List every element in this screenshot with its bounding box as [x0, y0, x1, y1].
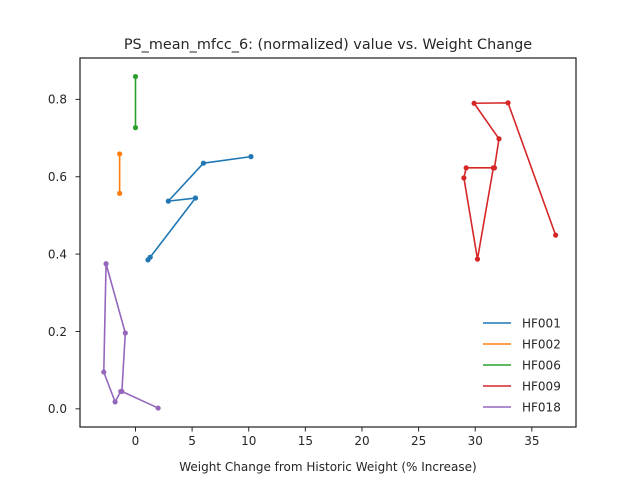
data-point — [505, 100, 511, 106]
plot-area — [80, 58, 576, 427]
data-point — [103, 261, 109, 267]
series-hf009 — [461, 100, 559, 262]
series-hf006 — [132, 73, 139, 131]
legend-item-hf009: HF009 — [483, 379, 561, 393]
legend-label: HF009 — [522, 379, 561, 393]
x-tick-label: 25 — [411, 434, 426, 448]
legend-item-hf006: HF006 — [483, 358, 561, 372]
x-tick-label: 0 — [132, 434, 140, 448]
data-point — [463, 165, 469, 171]
series-hf001 — [145, 154, 254, 263]
data-point — [200, 160, 207, 166]
legend-label: HF006 — [522, 358, 561, 372]
x-tick-label: 20 — [354, 434, 369, 448]
data-point — [471, 100, 477, 106]
y-tick-label: 0.6 — [48, 170, 67, 184]
y-tick-label: 0.2 — [48, 325, 67, 339]
legend: HF001 HF002 HF006 HF009 HF018 — [483, 316, 561, 414]
y-axis: 0.0 0.2 0.4 0.6 0.8 — [48, 93, 80, 416]
legend-label: HF002 — [522, 337, 561, 351]
data-point — [118, 388, 124, 395]
legend-label: HF001 — [522, 316, 561, 330]
series-hf002 — [117, 151, 123, 196]
data-point — [117, 190, 123, 196]
data-point — [117, 151, 123, 157]
data-point — [248, 154, 254, 160]
x-tick-label: 30 — [468, 434, 483, 448]
legend-item-hf001: HF001 — [483, 316, 561, 330]
x-tick-label: 10 — [241, 434, 256, 448]
y-tick-label: 0.8 — [48, 93, 67, 107]
data-point — [132, 125, 139, 131]
x-axis: 0 5 10 15 20 25 30 35 — [132, 427, 539, 448]
data-point — [101, 369, 107, 375]
y-tick-label: 0.0 — [48, 402, 67, 416]
data-point — [496, 136, 502, 142]
data-point — [165, 198, 171, 204]
data-point — [112, 399, 118, 405]
x-tick-label: 15 — [298, 434, 313, 448]
series-layer — [101, 73, 559, 411]
data-point — [147, 254, 153, 260]
data-point — [553, 232, 559, 238]
x-tick-label: 5 — [188, 434, 196, 448]
data-point — [461, 175, 467, 181]
data-point — [122, 330, 128, 336]
data-point — [192, 195, 199, 201]
x-axis-label: Weight Change from Historic Weight (% In… — [179, 460, 476, 474]
legend-item-hf002: HF002 — [483, 337, 561, 351]
data-point — [155, 405, 161, 411]
y-tick-label: 0.4 — [48, 247, 67, 261]
x-tick-label: 35 — [524, 434, 539, 448]
data-point — [490, 165, 496, 171]
data-point — [132, 73, 139, 80]
legend-item-hf018: HF018 — [483, 400, 561, 414]
legend-label: HF018 — [522, 400, 561, 414]
series-hf018 — [101, 261, 161, 411]
plot-frame — [79, 57, 577, 428]
chart-title: PS_mean_mfcc_6: (normalized) value vs. W… — [124, 37, 532, 53]
data-point — [474, 256, 481, 262]
